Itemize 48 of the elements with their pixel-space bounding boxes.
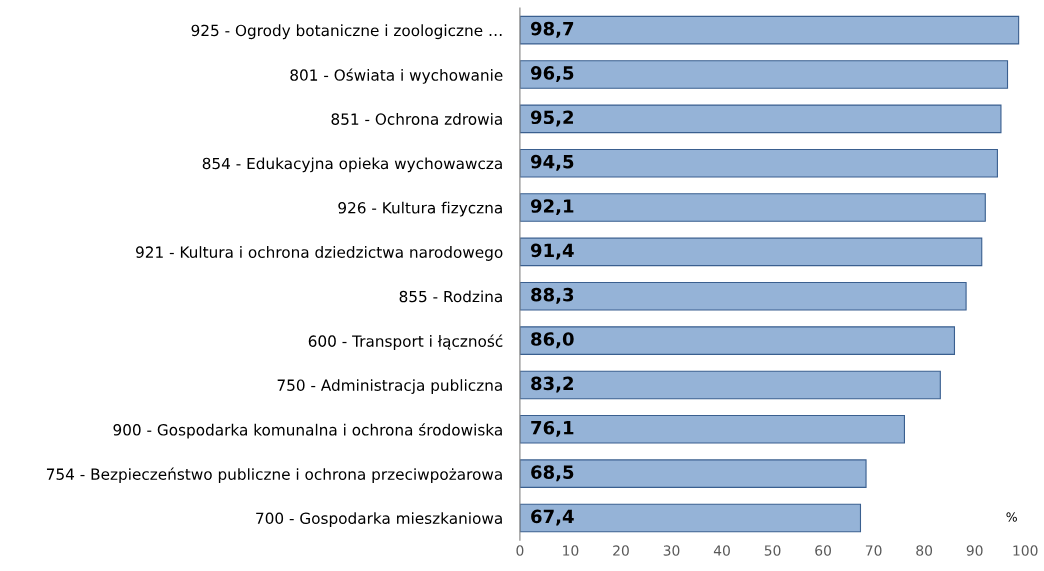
y-tick-label: 754 - Bezpieczeństwo publiczne i ochrona przeciwpożarowa: [46, 467, 502, 483]
x-tick-label: 70: [865, 545, 882, 556]
bar: [519, 60, 1009, 89]
x-tick-label: 100: [1013, 545, 1038, 556]
y-tick-label: 926 - Kultura fizyczna: [338, 201, 502, 217]
x-tick-label: 10: [563, 545, 579, 556]
x-tick-label: 40: [713, 545, 730, 556]
bar: [519, 414, 905, 444]
x-tick-label: 90: [966, 545, 983, 556]
y-tick-label: 925 - Ogrody botaniczne i zoologiczne …: [191, 24, 502, 40]
bar: [519, 370, 941, 400]
bar: [519, 326, 956, 355]
bar: [519, 459, 867, 488]
bar: [519, 193, 986, 222]
x-tick-label: 20: [613, 545, 629, 556]
data-label: 96,5: [530, 66, 574, 83]
y-tick-label: 854 - Edukacyjna opieka wychowawcza: [202, 157, 502, 173]
bar: [519, 15, 1020, 45]
bar: [519, 104, 1002, 134]
data-label: 92,1: [530, 199, 574, 216]
annotation: %: [1006, 512, 1017, 522]
data-label: 68,5: [531, 465, 574, 482]
x-tick-label: 30: [663, 545, 680, 556]
y-tick-label: 700 - Gospodarka mieszkaniowa: [256, 512, 502, 527]
y-tick-label: 921 - Kultura i ochrona dziedzictwa narodowego: [136, 246, 503, 261]
bar: [519, 281, 967, 311]
data-label: 95,2: [530, 110, 573, 127]
data-label: 88,3: [531, 287, 574, 304]
x-tick-label: 80: [916, 545, 933, 556]
data-label: 91,4: [530, 243, 574, 260]
data-label: 67,4: [531, 509, 574, 526]
y-tick-label: 801 - Oświata i wychowanie: [290, 68, 503, 84]
bar: [519, 237, 983, 267]
y-tick-label: 855 - Rodzina: [399, 290, 502, 303]
x-tick-label: 0: [516, 545, 524, 556]
data-label: 98,7: [530, 21, 574, 38]
data-label: 83,2: [531, 376, 573, 393]
y-tick-label: 900 - Gospodarka komunalna i ochrona środowiska: [113, 423, 502, 439]
y-tick-label: 851 - Ochrona zdrowia: [331, 113, 502, 125]
bar: [519, 503, 862, 533]
data-label: 76,1: [531, 420, 574, 437]
data-label: 86,0: [531, 332, 574, 349]
x-tick-label: 60: [815, 545, 831, 556]
y-tick-label: 600 - Transport i łączność: [308, 334, 503, 350]
bar: [519, 148, 998, 178]
x-tick-label: 50: [764, 545, 781, 556]
data-label: 94,5: [530, 154, 574, 171]
y-tick-label: 750 - Administracja publiczna: [277, 379, 502, 394]
